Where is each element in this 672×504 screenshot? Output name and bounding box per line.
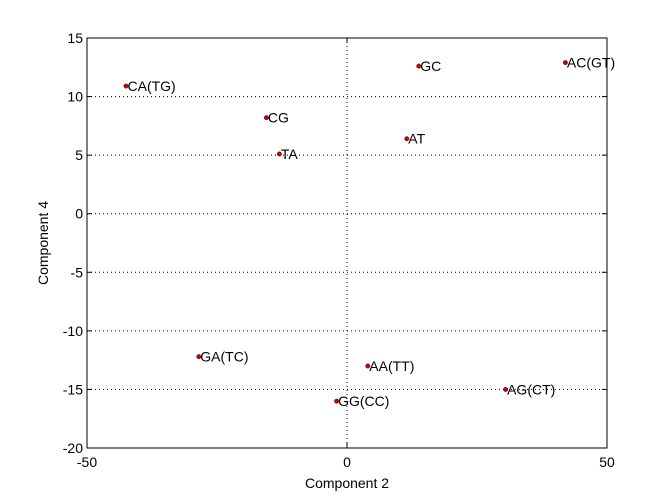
y-axis-label: Component 4	[35, 201, 51, 285]
y-tick-label: 0	[75, 206, 83, 222]
point-label: AC(GT)	[567, 55, 615, 71]
point-label: AA(TT)	[369, 358, 414, 374]
data-point	[503, 387, 508, 392]
y-tick-label: -5	[71, 264, 84, 280]
y-tick-label: 5	[75, 147, 83, 163]
point-label: CG	[268, 110, 289, 126]
data-point	[365, 363, 371, 369]
x-tick-label: -50	[77, 454, 97, 470]
x-tick-label: 50	[599, 454, 615, 470]
point-label: GG(CC)	[338, 393, 389, 409]
point-label: GA(TC)	[200, 349, 248, 365]
point-label: TA	[281, 146, 299, 162]
point-label: CA(TG)	[128, 78, 176, 94]
point-label: AG(CT)	[507, 381, 555, 397]
x-axis-label: Component 2	[305, 475, 389, 491]
x-tick-label: 0	[343, 454, 351, 470]
data-point	[416, 63, 422, 69]
y-tick-label: -10	[63, 323, 83, 339]
data-point	[276, 151, 282, 157]
data-point	[334, 398, 339, 404]
y-tick-label: 10	[67, 89, 83, 105]
data-point	[123, 83, 129, 89]
y-tick-label: -15	[63, 381, 83, 397]
point-label: AT	[408, 131, 425, 147]
y-tick-label: 15	[67, 30, 83, 46]
grid	[87, 38, 607, 448]
data-point	[404, 136, 410, 142]
data-points: AC(GT) GC CA(TG) CG AT TA GA(TC) AA(TT) AG(CT) GG…	[123, 55, 615, 409]
point-label: GC	[420, 58, 441, 74]
data-point	[263, 115, 269, 121]
y-tick-label: -20	[63, 440, 83, 456]
data-point	[196, 354, 202, 360]
data-point	[563, 60, 568, 65]
